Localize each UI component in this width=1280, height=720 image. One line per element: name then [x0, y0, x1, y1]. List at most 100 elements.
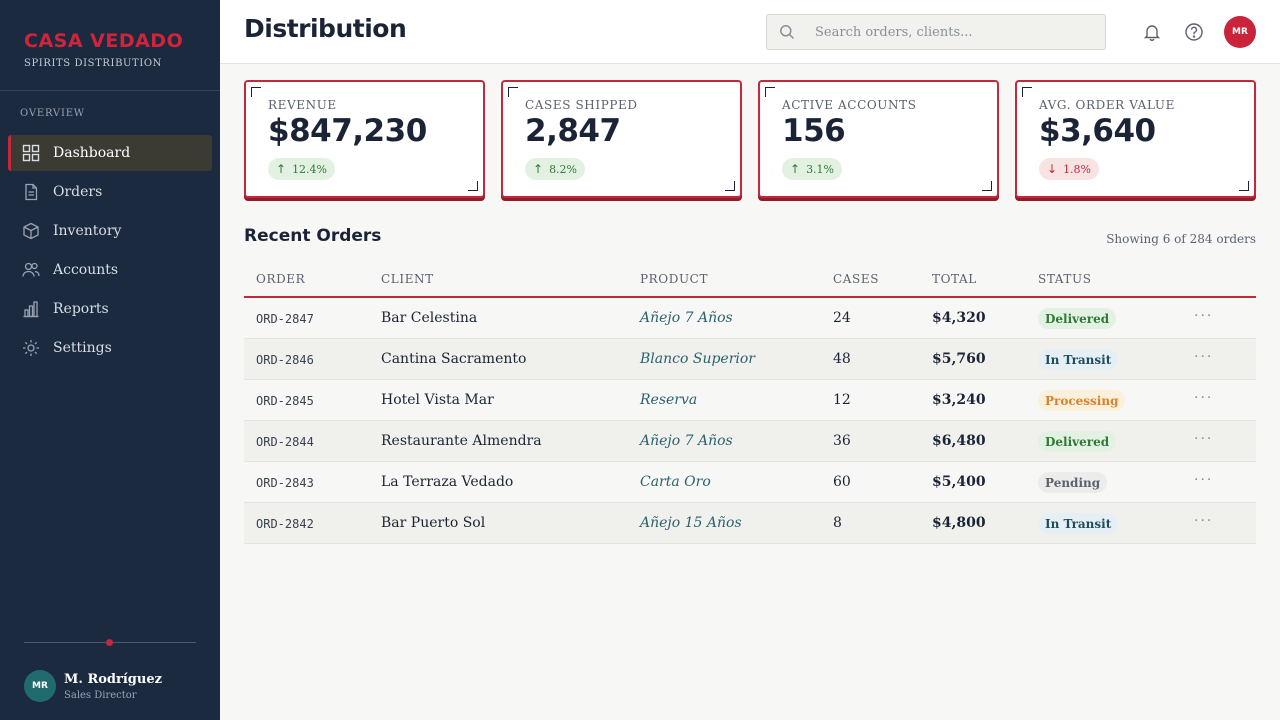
sidebar-item-label: Settings: [53, 340, 112, 356]
kpi-delta: ↑ 3.1%: [782, 158, 843, 180]
row-actions-button[interactable]: ···: [1194, 431, 1214, 447]
bell-icon[interactable]: [1142, 22, 1162, 42]
order-id: ORD-2847: [256, 312, 314, 326]
arrow-up-icon: ↑: [533, 162, 544, 176]
column-header-status[interactable]: STATUS: [1038, 272, 1092, 286]
search-input[interactable]: [815, 24, 1075, 40]
column-header-client[interactable]: CLIENT: [381, 272, 434, 286]
kpi-card-avg-order-value: AVG. ORDER VALUE $3,640 ↓ 1.8%: [1015, 80, 1256, 198]
arrow-down-icon: ↓: [1047, 162, 1058, 176]
product-link[interactable]: Añejo 7 Años: [640, 310, 733, 326]
nav-section-label: OVERVIEW: [20, 108, 85, 119]
order-total: $5,400: [932, 474, 986, 490]
top-header: Distribution MR: [220, 0, 1280, 64]
cases-count: 60: [833, 474, 851, 490]
kpi-delta-value: 3.1%: [806, 162, 835, 176]
document-icon: [25, 183, 38, 201]
sidebar-item-accounts[interactable]: Accounts: [8, 252, 212, 288]
help-icon[interactable]: [1184, 22, 1204, 42]
client-name: Hotel Vista Mar: [381, 392, 494, 408]
card-corner-ornament: [725, 181, 735, 191]
status-badge: In Transit: [1038, 513, 1119, 534]
grid-icon: [22, 144, 40, 162]
column-header-product[interactable]: PRODUCT: [640, 272, 709, 286]
sidebar-divider-ornament: [106, 639, 113, 646]
order-total: $4,800: [932, 515, 986, 531]
orders-table: ORDER CLIENT PRODUCT CASES TOTAL STATUS …: [244, 264, 1256, 544]
sidebar-item-orders[interactable]: Orders: [8, 174, 212, 210]
card-corner-ornament: [982, 181, 992, 191]
kpi-value: $847,230: [268, 113, 427, 149]
users-icon: [22, 262, 40, 277]
product-link[interactable]: Añejo 7 Años: [640, 433, 733, 449]
status-badge: Processing: [1038, 390, 1126, 411]
brand-name: CASA VEDADO: [24, 30, 184, 52]
kpi-label: REVENUE: [268, 98, 337, 112]
column-header-order[interactable]: ORDER: [256, 272, 306, 286]
kpi-label: CASES SHIPPED: [525, 98, 638, 112]
bar-chart-icon: [23, 301, 39, 318]
row-actions-button[interactable]: ···: [1194, 472, 1214, 488]
kpi-label: AVG. ORDER VALUE: [1039, 98, 1175, 112]
cases-count: 48: [833, 351, 851, 367]
header-avatar[interactable]: MR: [1224, 16, 1256, 48]
table-header: ORDER CLIENT PRODUCT CASES TOTAL STATUS: [244, 264, 1256, 298]
product-link[interactable]: Añejo 15 Años: [640, 515, 742, 531]
sidebar-item-label: Dashboard: [53, 145, 131, 161]
cases-count: 24: [833, 310, 851, 326]
sidebar-item-inventory[interactable]: Inventory: [8, 213, 212, 249]
client-name: Bar Celestina: [381, 310, 478, 326]
product-link[interactable]: Blanco Superior: [640, 351, 755, 367]
sidebar-item-label: Orders: [53, 184, 103, 200]
row-actions-button[interactable]: ···: [1194, 390, 1214, 406]
table-row[interactable]: ORD-2847 Bar Celestina Añejo 7 Años 24 $…: [244, 298, 1256, 339]
search-box[interactable]: [766, 14, 1106, 50]
card-corner-ornament: [1239, 181, 1249, 191]
status-badge: Delivered: [1038, 431, 1117, 452]
order-total: $3,240: [932, 392, 986, 408]
row-actions-button[interactable]: ···: [1194, 349, 1214, 365]
kpi-value: $3,640: [1039, 113, 1156, 149]
kpi-delta-value: 12.4%: [292, 162, 328, 176]
table-row[interactable]: ORD-2844 Restaurante Almendra Añejo 7 Añ…: [244, 421, 1256, 462]
card-corner-ornament: [508, 87, 518, 97]
sidebar-item-settings[interactable]: Settings: [8, 330, 212, 366]
card-corner-ornament: [765, 87, 775, 97]
column-header-total[interactable]: TOTAL: [932, 272, 977, 286]
user-role: Sales Director: [64, 689, 137, 701]
orders-count: Showing 6 of 284 orders: [1106, 232, 1256, 246]
avatar: MR: [24, 670, 56, 702]
sidebar-item-label: Inventory: [53, 223, 122, 239]
row-actions-button[interactable]: ···: [1194, 308, 1214, 324]
sidebar-item-label: Accounts: [53, 262, 119, 278]
sidebar-item-reports[interactable]: Reports: [8, 291, 212, 327]
column-header-cases[interactable]: CASES: [833, 272, 880, 286]
user-profile[interactable]: MR M. Rodríguez Sales Director: [24, 670, 162, 702]
sidebar-item-dashboard[interactable]: Dashboard: [8, 135, 212, 171]
client-name: Cantina Sacramento: [381, 351, 527, 367]
order-total: $5,760: [932, 351, 986, 367]
arrow-up-icon: ↑: [276, 162, 287, 176]
card-corner-ornament: [251, 87, 261, 97]
sidebar: CASA VEDADO SPIRITS DISTRIBUTION OVERVIE…: [0, 0, 220, 720]
kpi-value: 156: [782, 113, 846, 149]
order-total: $6,480: [932, 433, 986, 449]
page-title: Distribution: [244, 14, 407, 43]
search-icon: [780, 25, 795, 40]
table-row[interactable]: ORD-2846 Cantina Sacramento Blanco Super…: [244, 339, 1256, 380]
row-actions-button[interactable]: ···: [1194, 513, 1214, 529]
sidebar-item-label: Reports: [53, 301, 109, 317]
table-row[interactable]: ORD-2842 Bar Puerto Sol Añejo 15 Años 8 …: [244, 503, 1256, 544]
user-name: M. Rodríguez: [64, 671, 162, 687]
table-row[interactable]: ORD-2843 La Terraza Vedado Carta Oro 60 …: [244, 462, 1256, 503]
product-link[interactable]: Carta Oro: [640, 474, 711, 490]
order-total: $4,320: [932, 310, 986, 326]
order-id: ORD-2843: [256, 476, 314, 490]
order-id: ORD-2842: [256, 517, 314, 531]
table-row[interactable]: ORD-2845 Hotel Vista Mar Reserva 12 $3,2…: [244, 380, 1256, 421]
product-link[interactable]: Reserva: [640, 392, 698, 408]
brand-subtitle: SPIRITS DISTRIBUTION: [24, 58, 163, 69]
kpi-delta-value: 8.2%: [549, 162, 578, 176]
status-badge: In Transit: [1038, 349, 1119, 370]
kpi-delta-value: 1.8%: [1063, 162, 1092, 176]
